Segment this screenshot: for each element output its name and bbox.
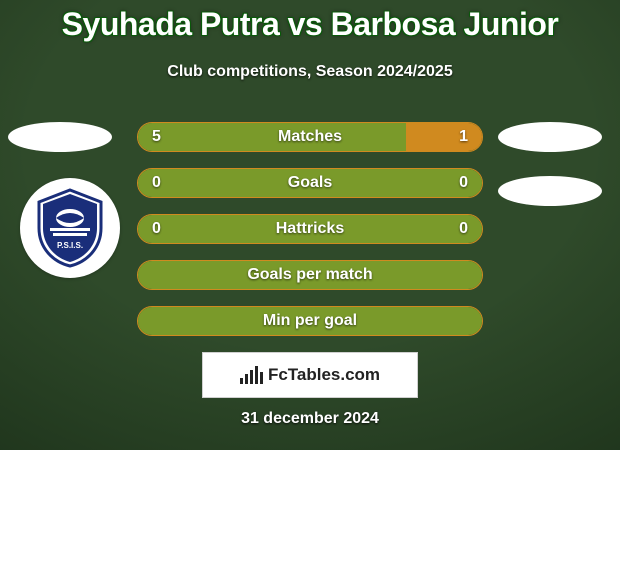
- player-right-pill-1: [498, 122, 602, 152]
- player-right-pill-2: [498, 176, 602, 206]
- stat-row: 00Goals: [137, 168, 483, 198]
- branding-text: FcTables.com: [268, 365, 380, 385]
- stat-row: Goals per match: [137, 260, 483, 290]
- stat-row: Min per goal: [137, 306, 483, 336]
- bar-label: Matches: [138, 128, 482, 146]
- crest-label: P.S.I.S.: [57, 241, 83, 250]
- date-text: 31 december 2024: [0, 410, 620, 428]
- bar-label: Goals per match: [138, 266, 482, 284]
- page-title: Syuhada Putra vs Barbosa Junior: [0, 6, 620, 43]
- psis-crest-icon: P.S.I.S.: [35, 188, 105, 268]
- fctables-branding[interactable]: FcTables.com: [202, 352, 418, 398]
- stat-row: 00Hattricks: [137, 214, 483, 244]
- bar-label: Hattricks: [138, 220, 482, 238]
- chart-icon: [240, 366, 262, 384]
- stat-row: 51Matches: [137, 122, 483, 152]
- club-badge-left: P.S.I.S.: [20, 178, 120, 278]
- bar-label: Min per goal: [138, 312, 482, 330]
- bar-label: Goals: [138, 174, 482, 192]
- page-subtitle: Club competitions, Season 2024/2025: [0, 63, 620, 81]
- comparison-bars: 51Matches 00Goals 00Hattricks Goals per mat…: [137, 122, 483, 352]
- player-left-pill: [8, 122, 112, 152]
